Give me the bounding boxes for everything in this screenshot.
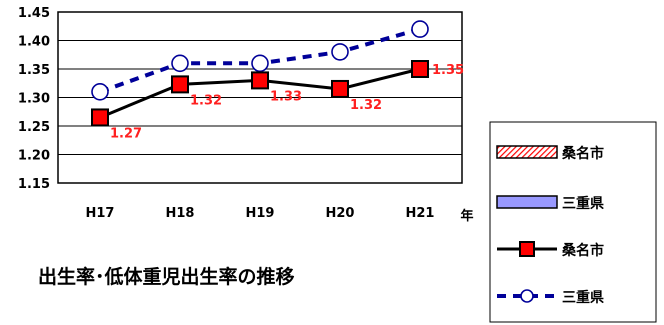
y-tick-label: 1.40	[18, 35, 50, 50]
x-tick-label: H17	[86, 206, 115, 221]
legend-label: 桑名市	[562, 145, 604, 162]
legend-swatch-circle	[520, 289, 534, 303]
point-mie	[91, 83, 109, 101]
y-tick-label: 1.20	[18, 149, 50, 164]
y-tick-label: 1.15	[18, 177, 50, 192]
data-label-kuwana: 1.33	[270, 89, 302, 104]
y-tick-label: 1.35	[18, 63, 50, 78]
plot-frame	[57, 11, 463, 184]
point-kuwana	[331, 79, 349, 98]
point-kuwana	[251, 71, 269, 90]
data-label-kuwana: 1.32	[350, 98, 382, 113]
point-mie	[251, 54, 269, 73]
grid-lines	[58, 11, 462, 184]
point-kuwana	[411, 60, 429, 78]
legend-swatch-square	[519, 241, 535, 257]
legend-label: 桑名市	[562, 242, 604, 259]
x-axis-label: 年	[460, 208, 473, 224]
point-mie	[171, 54, 189, 73]
y-tick-label: 1.30	[18, 92, 50, 107]
legend-swatch-bar	[496, 195, 558, 209]
x-axis: H17 H18 H19 H20 H21 年	[86, 206, 474, 224]
x-tick-label: H21	[406, 206, 435, 221]
x-tick-label: H18	[166, 206, 195, 221]
legend-box	[489, 121, 657, 323]
data-label-kuwana: 1.35	[432, 63, 464, 78]
point-kuwana	[91, 108, 109, 127]
x-tick-label: H19	[246, 206, 275, 221]
y-tick-label: 1.45	[18, 6, 50, 21]
point-mie	[331, 43, 349, 61]
legend-label: 三重県	[562, 289, 604, 306]
y-axis: 1.45 1.40 1.35 1.30 1.25 1.20 1.15	[18, 6, 463, 192]
data-label-kuwana: 1.27	[110, 126, 142, 141]
data-label-kuwana: 1.32	[190, 93, 222, 108]
legend-label: 三重県	[562, 195, 604, 212]
point-kuwana	[171, 75, 189, 94]
y-tick-label: 1.25	[18, 120, 50, 135]
chart-title: 出生率･低体重児出生率の推移	[38, 266, 295, 288]
data-labels: 1.27 1.32 1.33 1.32 1.35	[110, 63, 464, 141]
x-tick-label: H20	[326, 206, 355, 221]
legend-swatch-hatched	[496, 145, 558, 159]
series	[91, 20, 429, 127]
point-mie	[411, 20, 429, 38]
